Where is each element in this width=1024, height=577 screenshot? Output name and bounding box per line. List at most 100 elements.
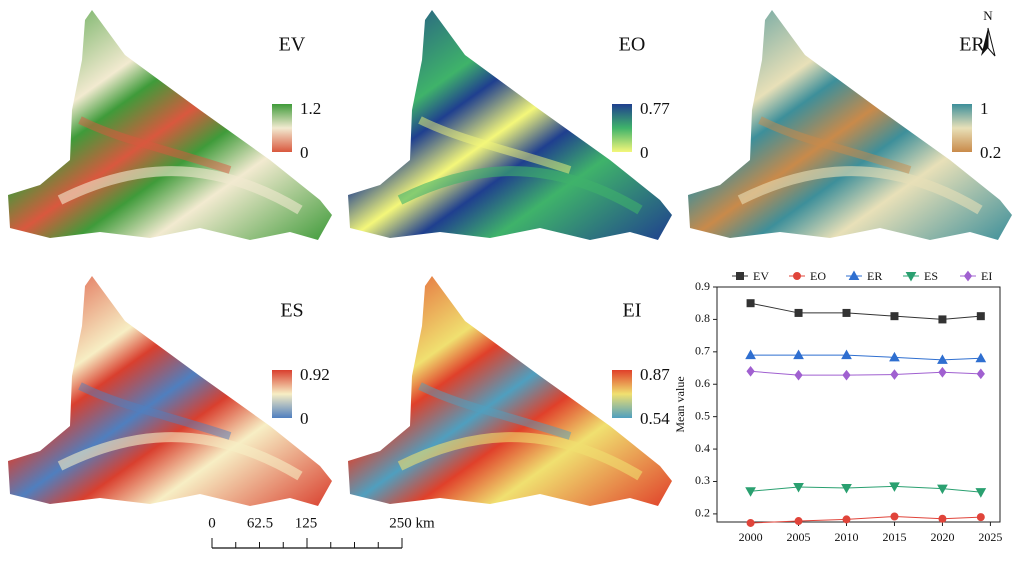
map-panel: ER 1 0.2	[688, 10, 1012, 240]
marker	[793, 482, 804, 493]
legend-max: 0.92	[300, 365, 330, 384]
marker	[746, 365, 755, 377]
marker	[976, 312, 985, 321]
legend-min: 0	[640, 143, 649, 162]
y-tick-label: 0.5	[695, 408, 710, 422]
scale-bar: 0 62.5 125 250 km	[208, 515, 435, 549]
map-stripe	[57, 166, 303, 215]
legend-label: EI	[981, 269, 992, 283]
map-stripe	[737, 166, 983, 215]
marker	[890, 312, 899, 321]
marker	[937, 354, 948, 364]
north-arrow-right	[987, 27, 996, 57]
marker	[937, 484, 948, 495]
legend-bar	[272, 104, 292, 152]
legend-max: 1	[980, 99, 989, 118]
series-line	[750, 485, 981, 493]
marker	[976, 368, 985, 380]
legend-marker	[848, 270, 860, 280]
y-tick-label: 0.8	[695, 311, 710, 325]
marker	[842, 515, 851, 524]
legend-max: 0.87	[640, 365, 670, 384]
legend-label: ES	[924, 269, 938, 283]
scale-label: 125	[295, 515, 318, 531]
x-tick-label: 2020	[930, 530, 954, 544]
marker	[976, 513, 985, 522]
map-panel: ES 0.92 0	[8, 276, 332, 506]
legend-bar	[272, 370, 292, 418]
map-label: ES	[280, 300, 303, 322]
scale-label: 0	[208, 515, 216, 531]
marker	[889, 351, 900, 362]
marker	[975, 352, 987, 363]
legend-marker	[905, 272, 917, 282]
marker	[842, 308, 851, 317]
marker	[745, 349, 756, 360]
x-tick-label: 2000	[739, 530, 763, 544]
map-panel: EO 0.77 0	[348, 10, 672, 240]
marker	[794, 308, 803, 317]
map-label: EV	[279, 34, 306, 56]
y-tick-label: 0.9	[695, 279, 710, 293]
marker	[841, 483, 852, 494]
map-label: ER	[959, 34, 985, 56]
marker	[746, 299, 755, 308]
marker	[938, 514, 947, 523]
marker	[793, 349, 804, 360]
north-arrow: N	[981, 8, 996, 57]
map-stripe	[78, 116, 232, 174]
series-line	[750, 354, 981, 361]
legend-bar	[612, 370, 632, 418]
series-line	[750, 302, 981, 320]
map-stripe	[418, 382, 572, 440]
x-tick-label: 2005	[787, 530, 811, 544]
map-stripe	[78, 382, 232, 440]
marker	[938, 315, 947, 324]
marker	[745, 487, 756, 497]
legend-min: 0.54	[640, 409, 670, 428]
legend-bar	[612, 104, 632, 152]
legend-min: 0	[300, 143, 309, 162]
y-axis-label: Mean value	[673, 376, 687, 432]
marker	[890, 512, 899, 521]
y-tick-label: 0.2	[695, 506, 710, 520]
y-tick-label: 0.7	[695, 344, 710, 358]
legend-min: 0	[300, 409, 309, 428]
marker	[746, 518, 755, 527]
map-stripe	[397, 166, 643, 215]
legend-bar	[952, 104, 972, 152]
map-stripe	[57, 432, 303, 481]
marker	[975, 488, 987, 498]
map-stripe	[758, 116, 912, 174]
marker	[794, 517, 803, 526]
series-line	[750, 370, 981, 376]
marker	[842, 369, 851, 381]
x-tick-label: 2015	[882, 530, 906, 544]
y-tick-label: 0.4	[695, 441, 710, 455]
y-tick-label: 0.6	[695, 376, 710, 390]
legend-label: EO	[810, 269, 826, 283]
map-panel: EI 0.87 0.54	[348, 276, 672, 506]
north-arrow-left	[981, 28, 988, 56]
y-tick-label: 0.3	[695, 473, 710, 487]
line-chart: 0.2 0.3 0.4 0.5 0.6 0.7 0.8 0.9 2000 2005 2010 2015…	[673, 269, 1003, 544]
map-label: EO	[619, 34, 646, 56]
series-line	[750, 515, 981, 524]
legend-marker	[736, 272, 744, 280]
legend-min: 0.2	[980, 143, 1001, 162]
marker	[890, 369, 899, 380]
legend-marker	[793, 272, 801, 280]
scale-label: 62.5	[247, 515, 273, 531]
legend-label: EV	[753, 269, 769, 283]
x-tick-label: 2010	[835, 530, 859, 544]
map-label: EI	[623, 300, 642, 322]
legend-label: ER	[867, 269, 882, 283]
marker	[889, 482, 900, 492]
plot-frame	[716, 286, 1001, 523]
marker	[841, 349, 852, 360]
map-panel: EV 1.2 0	[8, 10, 332, 240]
north-label: N	[983, 8, 993, 23]
legend-marker	[963, 270, 973, 282]
